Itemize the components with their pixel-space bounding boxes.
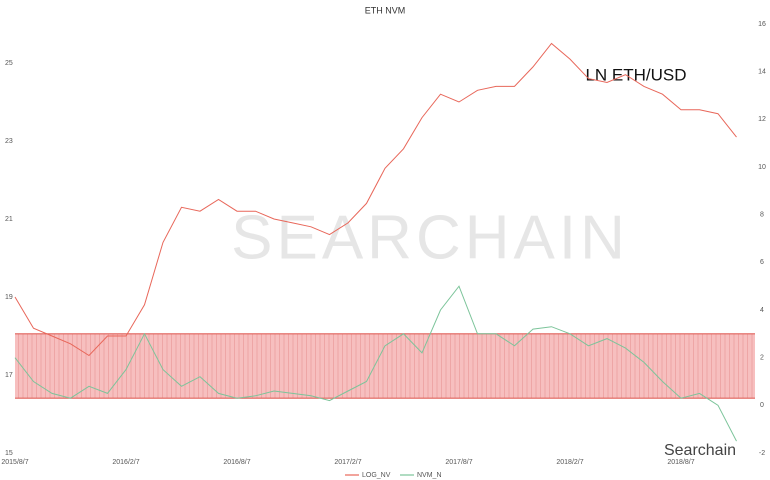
annotation: LN ETH/USD [585, 65, 686, 84]
x-tick-label: 2016/2/7 [112, 459, 139, 466]
y-tick-label: 19 [5, 294, 13, 301]
y2-tick-label: 8 [760, 212, 764, 219]
y2-tick-label: 16 [758, 21, 766, 28]
y-tick-label: 17 [5, 372, 13, 379]
y-tick-label: 21 [5, 216, 13, 223]
y-tick-label: 25 [5, 60, 13, 67]
x-tick-label: 2018/8/7 [667, 459, 694, 466]
y2-tick-label: 4 [760, 307, 764, 314]
x-tick-label: 2016/8/7 [223, 459, 250, 466]
series-line [14, 285, 737, 442]
x-tick-label: 2017/2/7 [334, 459, 361, 466]
x-tick-label: 2017/8/7 [445, 459, 472, 466]
chart-title: ETH NVM [365, 5, 406, 15]
y-tick-label: 15 [5, 450, 13, 457]
logo-text: Searchain [664, 442, 736, 459]
series-line [14, 42, 737, 357]
band-hatch [15, 333, 755, 399]
legend-label: LOG_NV [362, 472, 391, 479]
y2-tick-label: 12 [758, 116, 766, 123]
y2-tick-label: 2 [760, 355, 764, 362]
y2-tick-label: 14 [758, 69, 766, 76]
legend-label: NVM_N [417, 472, 442, 479]
y2-tick-label: 10 [758, 164, 766, 171]
x-tick-label: 2015/8/7 [1, 459, 28, 466]
x-tick-label: 2018/2/7 [556, 459, 583, 466]
watermark: SEARCHAIN [231, 203, 629, 272]
y2-tick-label: 0 [760, 402, 764, 409]
y2-tick-label: -2 [759, 450, 765, 457]
y-tick-label: 23 [5, 138, 13, 145]
y2-tick-label: 6 [760, 259, 764, 266]
